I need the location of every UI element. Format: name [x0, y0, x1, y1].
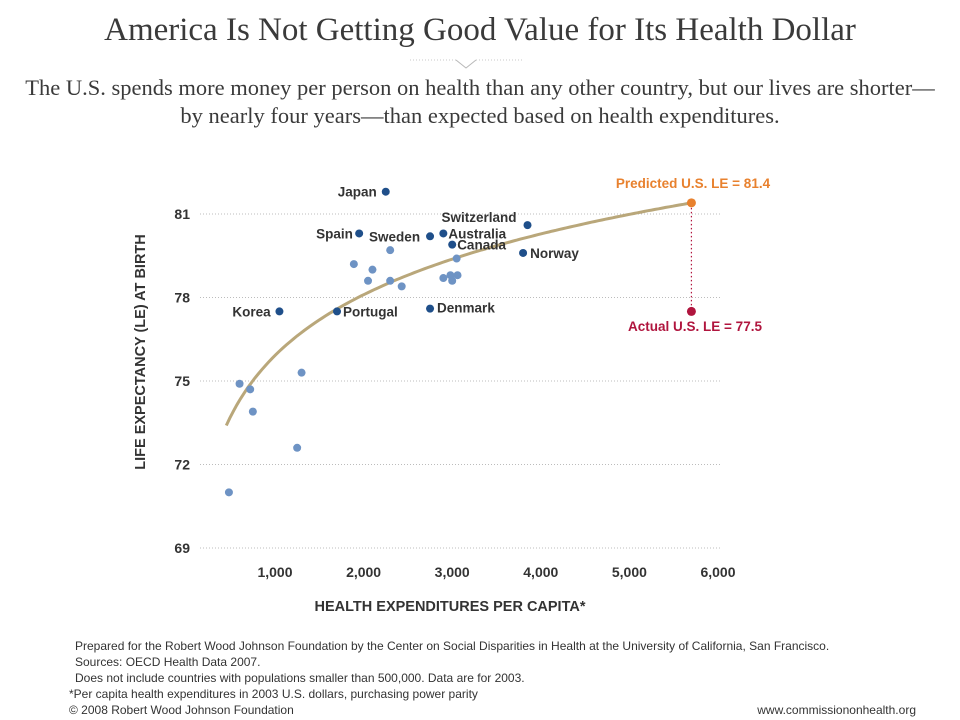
data-point-australia: [439, 229, 448, 238]
y-axis-label: LIFE EXPECTANCY (LE) AT BIRTH: [133, 234, 149, 470]
data-point: [293, 443, 302, 452]
data-point: [364, 276, 373, 285]
y-tick-label: 72: [174, 457, 190, 473]
data-point: [297, 368, 306, 377]
data-point: [452, 254, 461, 263]
point-label-canada: Canada: [457, 238, 506, 253]
x-tick-label: 5,000: [612, 564, 647, 580]
footer-line: Sources: OECD Health Data 2007.: [75, 655, 261, 669]
x-tick-label: 2,000: [346, 564, 381, 580]
trend-curve-line: [224, 201, 692, 427]
point-labels: Japan Switzerland Spain Sweden AustraliaCana…: [232, 176, 770, 334]
subtitle-line-2: by nearly four years—than expected based…: [180, 103, 780, 128]
point-label-japan: Japan: [338, 185, 377, 200]
data-point-spain: [355, 229, 364, 238]
subtitle-line-1: The U.S. spends more money per person on…: [25, 75, 935, 100]
data-point-sweden: [426, 232, 435, 241]
chart-title: America Is Not Getting Good Value for It…: [104, 12, 856, 48]
point-label-switzerland: Switzerland: [442, 210, 517, 225]
data-point-canada: [448, 240, 457, 249]
x-axis-label: HEALTH EXPENDITURES PER CAPITA*: [315, 599, 586, 615]
x-tick-label: 3,000: [435, 564, 470, 580]
data-points: [224, 187, 696, 497]
point-label-norway: Norway: [530, 246, 579, 261]
scatter-chart: 69 72 75 78 81 1,000 2,000 3,000 4,000 5,000 6,000…: [133, 59, 771, 615]
footer-notes: Prepared for the Robert Wood Johnson Fou…: [75, 638, 935, 686]
data-point-us-predicted: [686, 198, 696, 208]
point-label-australia: Australia: [448, 226, 506, 241]
website-url: www.commissiononhealth.org: [757, 703, 916, 717]
data-point-switzerland: [523, 221, 532, 230]
x-tick-label: 4,000: [523, 564, 558, 580]
data-point: [386, 276, 395, 285]
point-label-korea: Korea: [232, 304, 271, 319]
data-point: [386, 246, 395, 255]
y-tick-label: 81: [174, 206, 190, 222]
point-label-sweden: Sweden: [369, 229, 420, 244]
title-divider: [410, 59, 522, 69]
data-point: [248, 407, 257, 416]
axes: 69 72 75 78 81 1,000 2,000 3,000 4,000 5,000 6,000…: [133, 206, 736, 615]
data-point: [235, 379, 244, 388]
actual-us-label: Actual U.S. LE = 77.5: [628, 319, 762, 334]
data-point: [349, 260, 358, 269]
data-point: [224, 488, 233, 497]
data-point-us-actual: [686, 306, 696, 316]
x-tick-label: 1,000: [257, 564, 292, 580]
data-point: [453, 271, 462, 280]
copyright: © 2008 Robert Wood Johnson Foundation: [69, 703, 294, 717]
data-point-korea: [275, 307, 284, 316]
point-label-portugal: Portugal: [343, 304, 398, 319]
data-point-portugal: [333, 307, 342, 316]
point-label-denmark: Denmark: [437, 301, 495, 316]
data-point-norway: [519, 248, 528, 257]
point-label-spain: Spain: [316, 226, 353, 241]
y-tick-label: 75: [174, 373, 190, 389]
data-point: [439, 274, 448, 283]
predicted-us-label: Predicted U.S. LE = 81.4: [616, 176, 771, 191]
y-tick-label: 69: [174, 540, 190, 556]
trend-curve: [224, 201, 693, 427]
data-point: [368, 265, 377, 274]
data-point: [448, 276, 457, 285]
x-tick-label: 6,000: [700, 564, 735, 580]
chart-subtitle: The U.S. spends more money per person on…: [20, 74, 940, 130]
data-point: [397, 282, 406, 291]
footer-line: Prepared for the Robert Wood Johnson Fou…: [75, 639, 830, 653]
data-point-denmark: [426, 304, 435, 313]
footnote: *Per capita health expenditures in 2003 …: [69, 687, 478, 701]
data-point-japan: [381, 187, 390, 196]
footer-line: Does not include countries with populati…: [75, 671, 525, 685]
data-point: [246, 385, 255, 394]
y-tick-label: 78: [174, 290, 190, 306]
gridlines: [200, 213, 722, 549]
